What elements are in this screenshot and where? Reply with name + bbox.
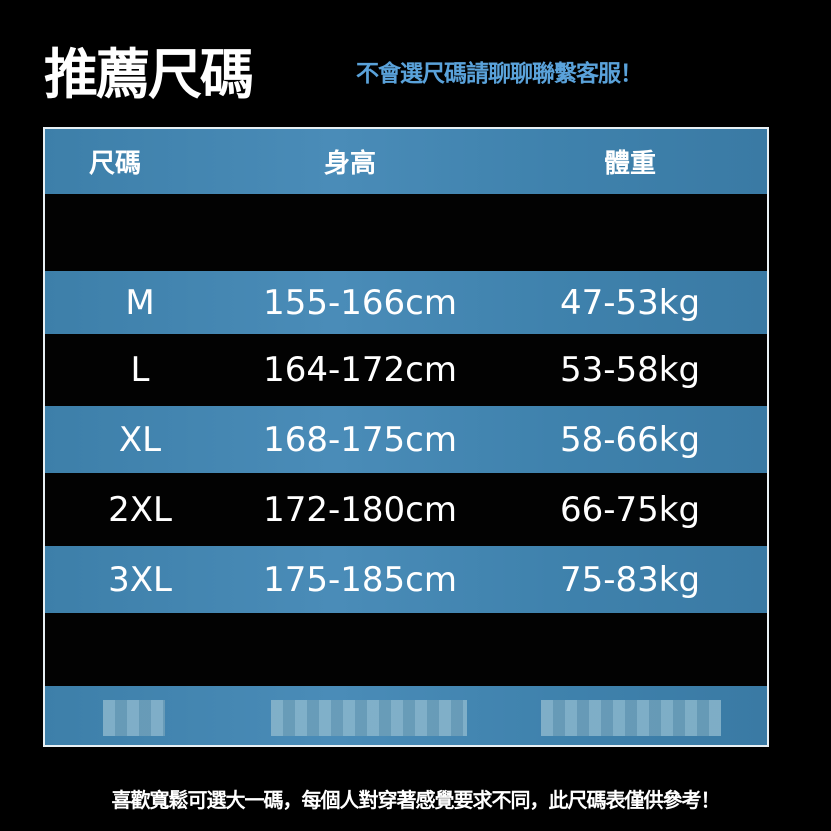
table-row-hidden [45,194,767,271]
table-row-hidden [45,613,767,686]
size-cell: 3XL [108,559,172,600]
table-row: M 155-166cm 47-53kg [45,271,767,334]
weight-cell: 53-58kg [559,350,701,390]
size-table: 尺碼 身高 體重 M 155-166cm 47-53kg L 164-172cm… [43,127,769,747]
table-header: 尺碼 身高 體重 [45,129,767,194]
page-title: 推薦尺碼 [44,43,254,106]
table-row-pixelated [45,686,767,745]
header-height: 身高 [323,149,376,179]
height-cell: 168-175cm [263,419,457,460]
size-cell: L [130,350,150,390]
table-row: L 164-172cm 53-58kg [45,334,767,406]
footer-note: 喜歡寬鬆可選大一碼，每個人對穿著感覺要求不同，此尺碼表僅供參考！ [111,788,721,812]
contact-note: 不會選尺碼請聊聊聯繫客服！ [356,61,643,87]
size-cell: M [125,282,155,323]
height-cell: 155-166cm [263,282,457,323]
weight-cell: 66-75kg [559,489,701,530]
height-cell: 175-185cm [263,559,457,600]
size-cell: XL [118,419,162,460]
table-row: 2XL 172-180cm 66-75kg [45,473,767,546]
table-row: XL 168-175cm 58-66kg [45,406,767,473]
table-row: 3XL 175-185cm 75-83kg [45,546,767,613]
weight-cell: 58-66kg [559,419,701,460]
height-cell: 172-180cm [263,489,457,530]
size-cell: 2XL [108,489,172,530]
height-cell: 164-172cm [263,350,457,390]
weight-cell: 47-53kg [559,282,701,323]
pixelated-cell [103,700,165,736]
header-weight: 體重 [603,149,656,179]
header-size: 尺碼 [88,149,141,179]
weight-cell: 75-83kg [559,559,701,600]
pixelated-cell [541,700,721,736]
pixelated-cell [271,700,467,736]
